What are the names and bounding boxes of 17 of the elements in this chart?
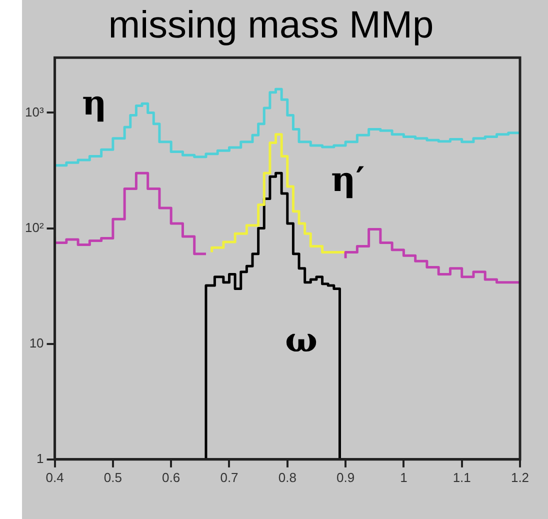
y-tick-label: 10 xyxy=(29,335,44,350)
x-tick-label: 0.8 xyxy=(278,470,296,485)
x-tick-label: 1.2 xyxy=(510,470,530,485)
x-tick-label: 0.6 xyxy=(162,470,180,485)
annotation: ω xyxy=(285,320,318,361)
x-tick-label: 0.9 xyxy=(336,470,355,485)
x-tick-label: 0.7 xyxy=(220,470,238,485)
x-tick-label: 1 xyxy=(400,470,408,485)
x-tick-label: 0.5 xyxy=(104,470,122,485)
x-tick-label: 0.4 xyxy=(46,470,64,485)
x-tick-label: 1.1 xyxy=(452,470,471,485)
y-tick-label: 1 xyxy=(36,450,44,466)
chart-title: missing mass MMp xyxy=(108,4,434,46)
y-tick-label: 10² xyxy=(24,220,44,235)
annotation: η′ xyxy=(331,160,365,200)
annotation: η xyxy=(82,84,107,124)
y-tick-label: 10³ xyxy=(24,104,44,120)
